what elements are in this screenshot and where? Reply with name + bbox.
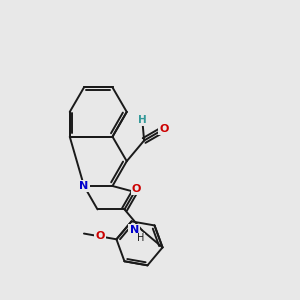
Text: H: H xyxy=(138,115,147,125)
Text: N: N xyxy=(130,225,139,235)
Text: O: O xyxy=(159,124,169,134)
Text: O: O xyxy=(132,184,141,194)
Text: N: N xyxy=(80,181,88,191)
Text: H: H xyxy=(137,233,144,244)
Text: O: O xyxy=(95,231,105,242)
